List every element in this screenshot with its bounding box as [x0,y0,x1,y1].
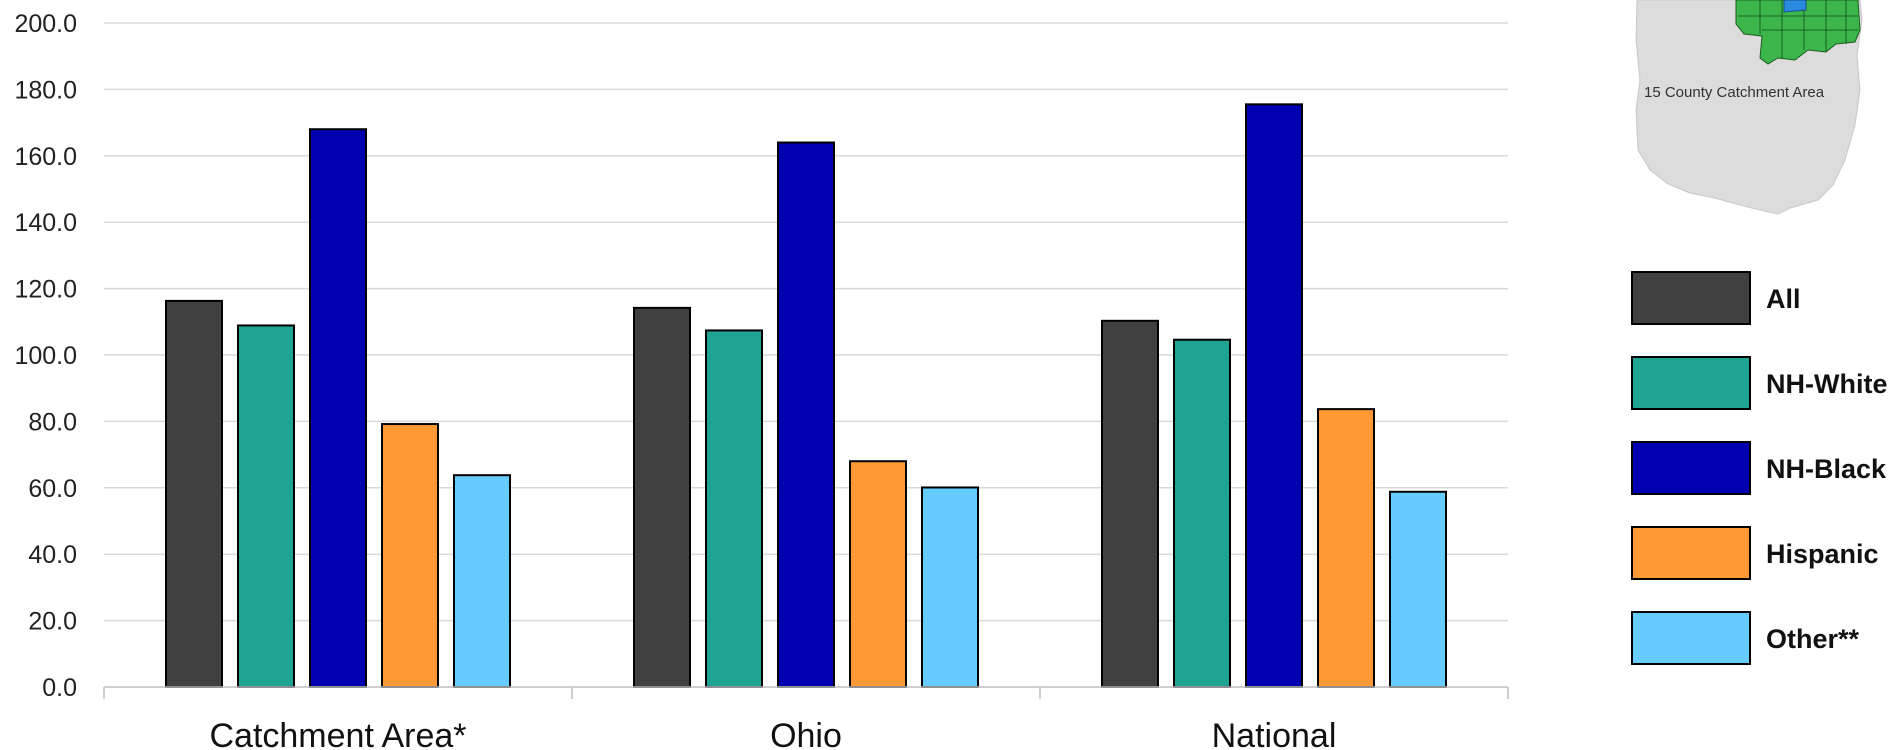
y-tick-label: 80.0 [28,408,77,436]
bar-all-2 [1101,319,1159,688]
x-category-label: Ohio [770,717,842,750]
bar-all-1 [633,306,691,688]
y-tick-label: 0.0 [42,674,77,702]
legend: All NH-White NH-Black Hispanic Other** [1631,271,1887,665]
bar-nh-white-0 [237,324,295,688]
y-tick-label: 60.0 [28,475,77,503]
inset-map-label: 15 County Catchment Area [1644,84,1825,101]
y-tick-label: 120.0 [14,276,77,304]
legend-swatch [1631,356,1751,410]
bar-nh-white-1 [705,329,763,688]
y-tick-label: 20.0 [28,608,77,636]
y-tick-label: 160.0 [14,143,77,171]
bar-nh-black-1 [777,141,835,688]
county-lines [1738,0,1858,58]
bar-hispanic-1 [849,460,907,688]
x-axis: Catchment Area* Ohio National [103,686,1509,750]
legend-label: NH-White [1766,369,1887,399]
x-category-label: National [1212,717,1337,750]
bar-all-0 [165,299,223,688]
catchment-counties [1735,0,1861,65]
bar-nh-black-2 [1245,103,1303,688]
legend-label: Hispanic [1766,539,1879,569]
y-axis: 0.0 20.0 40.0 60.0 80.0 100.0 120.0 140.0 160.0 1… [14,10,77,702]
legend-swatch [1631,271,1751,325]
legend-label: NH-Black [1766,454,1887,484]
legend-swatch [1631,611,1751,665]
y-tick-label: 180.0 [14,76,77,104]
bar-other-2 [1389,490,1447,688]
y-tick-label: 140.0 [14,209,77,237]
y-tick-label: 200.0 [14,10,77,38]
legend-swatch [1631,526,1751,580]
legend-label: All [1766,284,1801,314]
bar-nh-black-0 [309,128,367,689]
bar-other-1 [921,486,979,688]
x-category-label: Catchment Area* [209,717,466,750]
y-tick-label: 40.0 [28,541,77,569]
highlight-county-shape [1783,0,1807,13]
bars [165,103,1447,689]
inset-map: 15 County Catchment Area [1635,0,1863,215]
legend-label: Other** [1766,624,1860,654]
bar-hispanic-0 [381,423,439,688]
bar-nh-white-2 [1173,338,1231,688]
ohio-region-shape [1635,0,1863,215]
bar-hispanic-2 [1317,408,1375,688]
bar-other-0 [453,474,511,688]
y-tick-label: 100.0 [14,342,77,370]
legend-swatch [1631,441,1751,495]
